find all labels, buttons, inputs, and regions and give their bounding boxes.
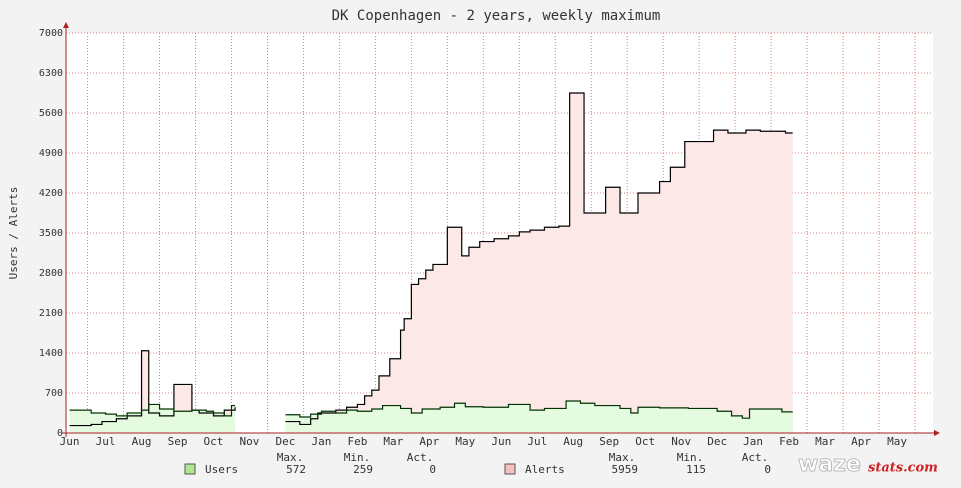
legend-label: Alerts: [525, 463, 565, 476]
x-tick-label: Sep: [168, 435, 188, 448]
x-tick-label: Jan: [743, 435, 763, 448]
x-tick-label: May: [455, 435, 475, 448]
x-tick-label: Oct: [204, 435, 224, 448]
y-tick-label: 1400: [39, 348, 63, 359]
legend-swatch: [184, 463, 196, 475]
legend-header: Min.: [344, 451, 371, 464]
x-tick-label: Jul: [96, 435, 116, 448]
y-arrow: [63, 22, 69, 28]
axes: [62, 22, 940, 437]
area: [69, 93, 793, 433]
legend-stat: 259: [353, 463, 373, 476]
y-tick-label: 6300: [39, 68, 63, 79]
step-line: [69, 400, 793, 419]
legend-header: Act.: [407, 451, 434, 464]
x-tick-label: Dec: [276, 435, 296, 448]
x-tick-label: Nov: [671, 435, 691, 448]
legend-header: Max.: [609, 451, 636, 464]
step-line: [69, 92, 793, 427]
legend-swatch: [504, 463, 516, 475]
x-tick-label: Jan: [311, 435, 331, 448]
y-tick-label: 2800: [39, 268, 63, 279]
x-tick-label: Feb: [347, 435, 367, 448]
y-tick-label: 4200: [39, 188, 63, 199]
x-arrow: [934, 430, 940, 436]
labels: 0 700 1400 2100 2800 3500 4200 4900 5600 6300 7000…: [39, 28, 907, 448]
chart-title: DK Copenhagen - 2 years, weekly maximum: [332, 8, 661, 24]
x-tick-label: Dec: [707, 435, 727, 448]
y-tick-label: 7000: [39, 28, 63, 39]
y-tick-label: 3500: [39, 228, 63, 239]
legend-header: Max.: [277, 451, 304, 464]
x-tick-label: Aug: [563, 435, 583, 448]
x-tick-label: Mar: [383, 435, 403, 448]
x-tick-label: Sep: [599, 435, 619, 448]
y-axis-label: Users / Alerts: [7, 187, 20, 280]
x-tick-label: Aug: [132, 435, 152, 448]
area: [69, 401, 793, 433]
legend-stat: 0: [764, 463, 771, 476]
y-tick-label: 700: [45, 388, 63, 399]
x-tick-label: Apr: [851, 435, 871, 448]
y-tick-label: 0: [57, 428, 63, 439]
legend-header: Min.: [677, 451, 704, 464]
logo-sub: stats.com: [868, 461, 938, 476]
x-tick-label: May: [887, 435, 907, 448]
y-tick-label: 4900: [39, 148, 63, 159]
legend-header: Act.: [742, 451, 769, 464]
y-tick-label: 2100: [39, 308, 63, 319]
x-tick-label: Jun: [60, 435, 80, 448]
x-tick-label: Oct: [635, 435, 655, 448]
legend-stat: 115: [686, 463, 706, 476]
x-tick-label: Nov: [240, 435, 260, 448]
x-tick-label: Apr: [419, 435, 439, 448]
marks: [69, 92, 793, 433]
x-tick-label: Jul: [527, 435, 547, 448]
x-tick-label: Mar: [815, 435, 835, 448]
x-tick-label: Feb: [779, 435, 799, 448]
legend-stat: 572: [286, 463, 306, 476]
y-tick-label: 5600: [39, 108, 63, 119]
x-tick-label: Jun: [491, 435, 511, 448]
legend-label: Users: [205, 463, 238, 476]
legend-stat: 5959: [612, 463, 639, 476]
legend-stat: 0: [429, 463, 436, 476]
logo-main: waze: [798, 452, 861, 477]
